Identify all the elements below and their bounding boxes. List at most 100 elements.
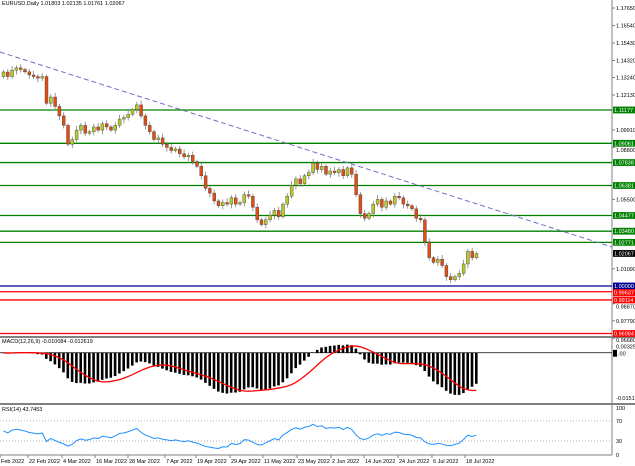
bear-candle <box>406 203 410 206</box>
macd-bar <box>75 352 78 384</box>
macd-bar <box>307 352 310 357</box>
level-price-label-bg <box>613 182 635 189</box>
macd-bar <box>139 352 143 362</box>
bear-candle <box>216 200 221 206</box>
bull-candle <box>156 137 161 140</box>
bear-candle <box>53 96 57 107</box>
macd-bar <box>195 352 199 378</box>
macd-bar <box>225 352 229 394</box>
bull-candle <box>371 203 375 214</box>
macd-bar <box>255 352 259 389</box>
bear-candle <box>6 71 10 77</box>
level-price-label: 0.99637 <box>614 291 634 297</box>
macd-bar <box>182 352 186 375</box>
macd-top-label: 0.003255 <box>616 345 635 351</box>
bear-candle <box>423 219 427 243</box>
macd-bar <box>49 352 52 362</box>
macd-bar <box>444 352 448 391</box>
macd-bar <box>367 352 371 363</box>
bull-candle <box>272 210 277 216</box>
macd-bar <box>475 352 478 384</box>
price-tick-label: 1.17650 <box>616 6 635 12</box>
bear-candle <box>440 259 444 266</box>
rsi-level-label: 70 <box>616 419 622 425</box>
bull-candle <box>40 76 44 79</box>
bear-candle <box>44 76 49 104</box>
chart-header: EURUSD,Daily 1.01803 1.02135 1.01761 1.0… <box>2 1 125 7</box>
bear-candle <box>324 166 328 175</box>
macd-bar <box>156 352 160 367</box>
bull-candle <box>466 251 470 265</box>
level-price-label-bg <box>613 106 635 114</box>
bear-candle <box>203 175 208 189</box>
time-tick-label: 29 Apr 2022 <box>231 459 261 465</box>
bull-candle <box>345 167 350 176</box>
bull-candle <box>14 67 19 71</box>
bear-candle <box>410 205 414 210</box>
bull-candle <box>289 185 294 197</box>
bear-candle <box>109 126 113 131</box>
bull-candle <box>10 70 14 77</box>
level-price-label: 1.02771 <box>614 240 634 246</box>
macd-bar <box>62 352 65 373</box>
bear-candle <box>341 169 345 176</box>
macd-bar <box>242 352 246 390</box>
macd-bar <box>247 352 250 388</box>
bull-candle <box>238 202 242 205</box>
macd-bar <box>285 352 289 379</box>
macd-bar <box>66 352 70 379</box>
macd-bar <box>264 352 267 390</box>
bear-candle <box>418 218 423 221</box>
macd-bar <box>470 352 474 387</box>
bear-candle <box>350 167 354 175</box>
bull-candle <box>130 109 135 115</box>
macd-bar <box>238 352 242 392</box>
price-tick-label: 0.96680 <box>616 338 635 344</box>
time-tick-label: 2 Jun 2022 <box>332 459 359 465</box>
macd-bar <box>96 352 100 382</box>
macd-bar <box>221 352 224 393</box>
price-tick-label: 1.12130 <box>616 93 635 99</box>
bull-candle <box>474 253 479 258</box>
bull-candle <box>92 126 96 132</box>
bear-candle <box>160 137 165 145</box>
level-price-label: 1.03480 <box>614 229 634 235</box>
level-price-label-bg <box>613 289 635 296</box>
bear-candle <box>83 125 87 134</box>
macd-bar <box>281 352 285 383</box>
bull-candle <box>285 196 289 205</box>
bear-candle <box>31 74 36 77</box>
time-tick-label: 11 May 2022 <box>264 459 295 465</box>
level-price-label: 0.99114 <box>614 298 633 304</box>
panel-separator <box>0 403 635 405</box>
price-tick-label: 1.15430 <box>616 41 635 47</box>
bull-candle <box>337 169 341 173</box>
bear-candle <box>298 178 302 184</box>
bull-candle <box>307 172 311 176</box>
macd-bar <box>92 352 95 383</box>
level-price-label-bg <box>613 159 635 166</box>
bull-candle <box>126 114 130 118</box>
macd-bar <box>208 352 211 386</box>
macd-bar <box>303 352 306 361</box>
macd-bar <box>152 352 156 366</box>
bear-candle <box>397 196 401 199</box>
macd-bar <box>165 352 168 371</box>
bull-candle <box>294 178 298 186</box>
macd-bar <box>290 352 293 374</box>
level-price-label-bg <box>613 330 635 337</box>
macd-bar <box>298 352 302 365</box>
bear-candle <box>36 76 40 79</box>
macd-bar <box>397 352 401 363</box>
bear-candle <box>449 276 453 280</box>
price-tick-label: 1.08800 <box>616 148 635 154</box>
rsi-label: RSI(14) 43.7453 <box>2 407 43 413</box>
macd-bar <box>423 352 426 371</box>
macd-bar <box>294 352 297 369</box>
macd-bar <box>53 352 57 365</box>
bear-candle <box>332 170 337 173</box>
macd-bottom-label: -0.015175 <box>616 396 635 402</box>
bear-candle <box>388 200 393 205</box>
macd-bar <box>419 352 422 367</box>
